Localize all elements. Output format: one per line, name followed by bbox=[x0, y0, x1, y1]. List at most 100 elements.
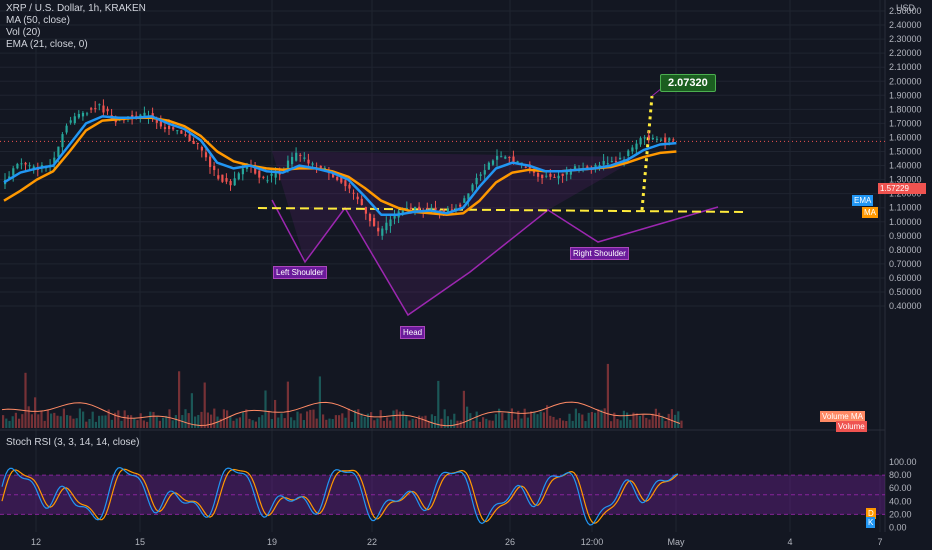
volume-bar bbox=[293, 420, 296, 428]
head-shoulders-pattern bbox=[0, 87, 885, 317]
volume-bar bbox=[82, 411, 85, 428]
candle-body bbox=[233, 178, 236, 186]
candle-body bbox=[569, 170, 572, 175]
ema-line bbox=[3, 115, 677, 216]
candle-body bbox=[303, 157, 306, 159]
candle-body bbox=[500, 156, 503, 158]
volume-bar bbox=[536, 414, 539, 428]
time-tick: 19 bbox=[267, 537, 277, 547]
ema-badge: EMA bbox=[852, 195, 874, 206]
candle-body bbox=[86, 113, 89, 115]
candle-body bbox=[196, 142, 199, 144]
volume-bar bbox=[587, 412, 590, 428]
volume-bar bbox=[299, 413, 302, 428]
candle-body bbox=[57, 146, 60, 157]
candle-body bbox=[647, 135, 650, 139]
volume-bar bbox=[677, 411, 680, 428]
candle-body bbox=[409, 207, 413, 209]
volume-bar bbox=[427, 421, 430, 428]
volume-bar bbox=[261, 415, 264, 428]
volume-bar bbox=[357, 409, 360, 428]
candle-body bbox=[258, 170, 261, 178]
volume-bar bbox=[629, 419, 632, 428]
volume-bar bbox=[341, 413, 344, 428]
candle-body bbox=[606, 163, 609, 165]
candle-body bbox=[496, 156, 499, 160]
volume-bar bbox=[514, 419, 517, 428]
volume-bar bbox=[21, 414, 24, 428]
volume-bar bbox=[315, 418, 318, 428]
price-tick: 0.50000 bbox=[889, 287, 922, 297]
candle-body bbox=[53, 157, 56, 164]
candle-body bbox=[262, 176, 265, 178]
price-tick: 2.40000 bbox=[889, 20, 922, 30]
price-tick: 2.10000 bbox=[889, 62, 922, 72]
candle-body bbox=[16, 163, 19, 169]
volume-bar bbox=[411, 418, 414, 428]
volume-bar bbox=[2, 415, 5, 428]
volume-bar bbox=[46, 409, 49, 428]
candle-body bbox=[291, 156, 294, 165]
volume-bar bbox=[283, 418, 286, 428]
volume-bar bbox=[254, 421, 257, 428]
candle-body bbox=[106, 108, 109, 112]
volume-bar bbox=[213, 408, 216, 428]
volume-bars bbox=[1, 363, 683, 428]
volume-bar bbox=[440, 418, 443, 428]
volume-bar bbox=[453, 413, 456, 428]
volume-bar bbox=[491, 420, 494, 428]
ema-legend[interactable]: EMA (21, close, 0) bbox=[6, 39, 88, 50]
volume-bar bbox=[542, 412, 545, 428]
volume-bar bbox=[600, 409, 603, 428]
vol-legend[interactable]: Vol (20) bbox=[6, 27, 41, 38]
candle-body bbox=[278, 173, 281, 175]
candle-body bbox=[237, 173, 240, 180]
price-tick: 2.50000 bbox=[889, 6, 922, 16]
volume-bar bbox=[334, 415, 337, 428]
price-tick: 0.80000 bbox=[889, 245, 922, 255]
volume-bar bbox=[190, 393, 193, 428]
candle-body bbox=[102, 105, 105, 113]
volume-bar bbox=[533, 412, 536, 428]
time-tick: 4 bbox=[787, 537, 792, 547]
candle-body bbox=[664, 137, 667, 143]
volume-bar bbox=[59, 416, 62, 428]
volume-bar bbox=[414, 419, 417, 428]
price-tick: 2.20000 bbox=[889, 48, 922, 58]
volume-bar bbox=[421, 416, 424, 428]
volume-bar bbox=[363, 416, 366, 428]
volume-bar bbox=[434, 415, 437, 428]
volume-bar bbox=[270, 419, 273, 428]
volume-bar bbox=[558, 418, 561, 428]
volume-bar bbox=[238, 417, 241, 428]
volume-bar bbox=[34, 397, 37, 428]
volume-bar bbox=[482, 417, 485, 428]
volume-bar bbox=[565, 421, 568, 428]
volume-bar bbox=[645, 417, 648, 428]
ma-legend[interactable]: MA (50, close) bbox=[6, 15, 70, 26]
candle-body bbox=[377, 227, 380, 232]
candle-body bbox=[77, 113, 80, 118]
candle-body bbox=[200, 147, 203, 151]
volume-bar bbox=[296, 411, 299, 428]
volume-bar bbox=[219, 418, 222, 428]
volume-bar bbox=[18, 418, 21, 428]
volume-bar bbox=[136, 420, 139, 428]
volume-bar bbox=[472, 420, 475, 428]
volume-bar bbox=[69, 415, 72, 428]
candle-body bbox=[311, 163, 314, 165]
candle-body bbox=[172, 127, 175, 130]
volume-bar bbox=[290, 417, 293, 428]
volume-bar bbox=[5, 418, 8, 428]
stoch-tick: 80.00 bbox=[889, 470, 912, 480]
volume-bar bbox=[110, 419, 113, 428]
volume-bar bbox=[392, 410, 395, 428]
volume-bar bbox=[85, 421, 88, 428]
candle-body bbox=[610, 161, 613, 163]
stoch-tick: 0.00 bbox=[889, 523, 907, 533]
candle-body bbox=[192, 141, 195, 144]
stoch-legend[interactable]: Stoch RSI (3, 3, 14, 14, close) bbox=[6, 437, 140, 448]
price-tick: 0.40000 bbox=[889, 301, 922, 311]
volume-bar bbox=[437, 380, 440, 428]
